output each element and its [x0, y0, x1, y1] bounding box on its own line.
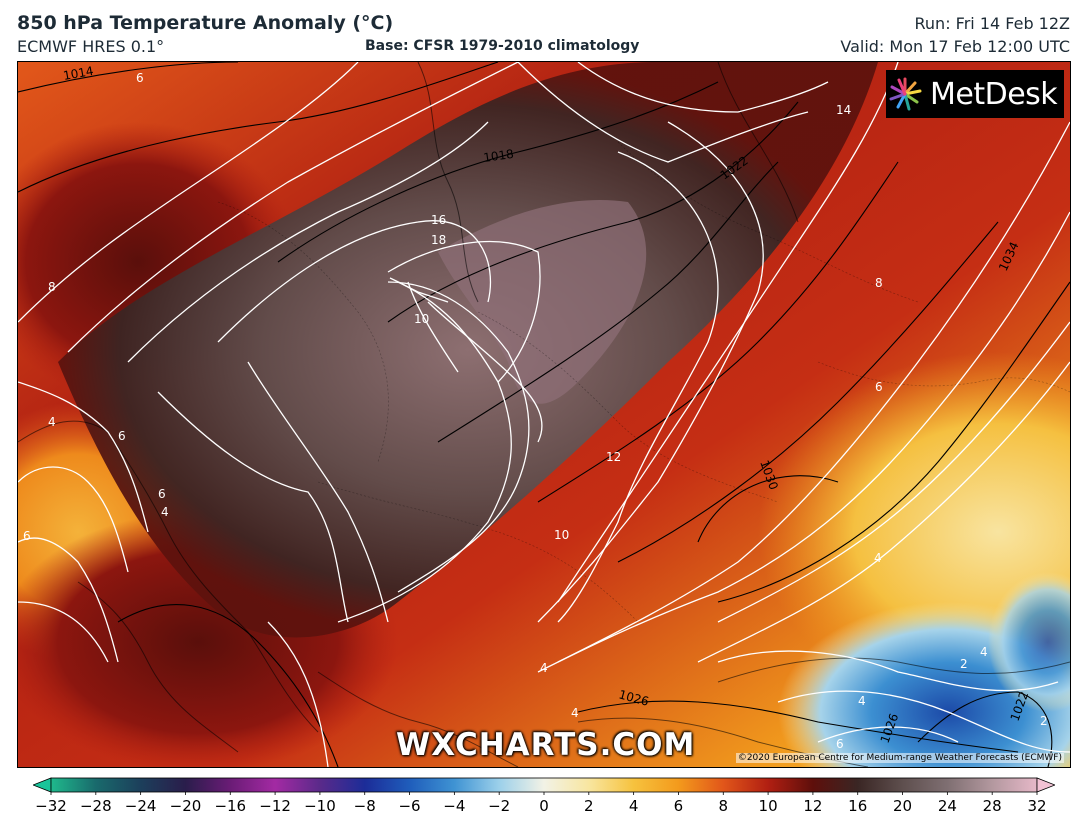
isobar-label: 1014 [62, 64, 95, 83]
negative-anomaly-east [988, 572, 1070, 712]
anomaly-label: 8 [875, 276, 883, 290]
anomaly-label: 4 [980, 645, 988, 659]
colorbar-tick-labels: −32 −28 −24 −20 −16 −12 −10 −8 −6 −4 −2 0 2 4 6 8 10 12 16… [0, 797, 1088, 821]
anomaly-label: 12 [606, 450, 621, 464]
colorbar-extend-high [1036, 777, 1055, 793]
metdesk-logo: MetDesk [886, 70, 1064, 118]
colorbar-tick-label: 0 [539, 797, 549, 815]
anomaly-label: 6 [118, 429, 126, 443]
anomaly-label: 4 [48, 415, 56, 429]
maximum-anomaly-area [438, 200, 647, 404]
anomaly-label: 6 [836, 737, 844, 751]
colorbar-tick-label: −12 [259, 797, 291, 815]
anomaly-label: 6 [23, 529, 31, 543]
colorbar-tick-label: −32 [35, 797, 67, 815]
colorbar-tick-label: 24 [937, 797, 957, 815]
colorbar-tick-label: −24 [124, 797, 157, 815]
anomaly-label: 4 [571, 706, 579, 720]
anomaly-label: 8 [48, 280, 56, 294]
warm-anomaly-core [58, 62, 878, 638]
anomaly-label: 4 [540, 661, 548, 675]
colorbar-tick-label: −4 [443, 797, 466, 815]
colorbar-tick-label: 10 [758, 797, 778, 815]
colorbar-tick-label: 20 [892, 797, 913, 815]
colorbar-tick-label: −10 [304, 797, 336, 815]
colorbar-tick-label: 12 [803, 797, 823, 815]
anomaly-label: 14 [836, 103, 851, 117]
anomaly-label: 4 [858, 694, 866, 708]
colorbar-tick-label: 16 [848, 797, 868, 815]
wxcharts-watermark: WXCHARTS.COM [396, 727, 696, 763]
colorbar-tick-label: −20 [169, 797, 202, 815]
country-borders [217, 141, 1070, 623]
starburst-icon [889, 77, 922, 111]
colorbar-tick-label: 8 [718, 797, 729, 815]
copyright-notice: ©2020 European Centre for Medium-range W… [735, 753, 1064, 763]
colorbar-tick-label: 4 [628, 797, 639, 815]
colorbar-tick-label: 2 [584, 797, 594, 815]
anomaly-contours [18, 62, 1070, 767]
run-time: Run: Fri 14 Feb 12Z [914, 14, 1070, 33]
colorbar-tick-label: 6 [673, 797, 684, 815]
colorbar-tick-label: −28 [79, 797, 112, 815]
colorbar-extend-low [33, 777, 52, 793]
anomaly-map: 1014 1018 1022 1034 1030 1026 1026 1022 … [17, 61, 1071, 768]
valid-time: Valid: Mon 17 Feb 12:00 UTC [840, 37, 1070, 56]
colorbar-cells [33, 777, 1055, 795]
colorbar [33, 777, 1055, 795]
chart-title: 850 hPa Temperature Anomaly (°C) [17, 12, 394, 34]
colorbar-tick-label: 28 [982, 797, 1002, 815]
anomaly-label: 16 [431, 213, 446, 227]
anomaly-label-group: 6 14 16 18 8 10 8 6 4 6 4 6 6 12 10 4 4 … [23, 71, 1048, 751]
anomaly-label: 10 [414, 312, 429, 326]
anomaly-label: 18 [431, 233, 446, 247]
anomaly-label: 6 [136, 71, 144, 85]
climatology-base: Base: CFSR 1979-2010 climatology [365, 38, 640, 54]
map-canvas: 1014 1018 1022 1034 1030 1026 1026 1022 … [18, 62, 1070, 767]
brand-name: MetDesk [930, 76, 1058, 112]
model-name: ECMWF HRES 0.1° [17, 37, 165, 56]
anomaly-label: 6 [875, 380, 883, 394]
isobars [18, 62, 1070, 767]
anomaly-label: 2 [960, 657, 968, 671]
anomaly-label: 4 [161, 505, 169, 519]
anomaly-label: 10 [554, 528, 569, 542]
isobar-label: 1018 [482, 147, 514, 165]
anomaly-label: 6 [158, 487, 166, 501]
colorbar-gradient [50, 777, 1038, 793]
colorbar-tick-label: −16 [214, 797, 247, 815]
colorbar-tick-label: −6 [398, 797, 421, 815]
colorbar-tick-label: 32 [1027, 797, 1047, 815]
colorbar-tick-label: −8 [353, 797, 376, 815]
anomaly-label: 4 [874, 551, 882, 565]
anomaly-label: 2 [1040, 714, 1048, 728]
colorbar-tick-label: −2 [488, 797, 511, 815]
